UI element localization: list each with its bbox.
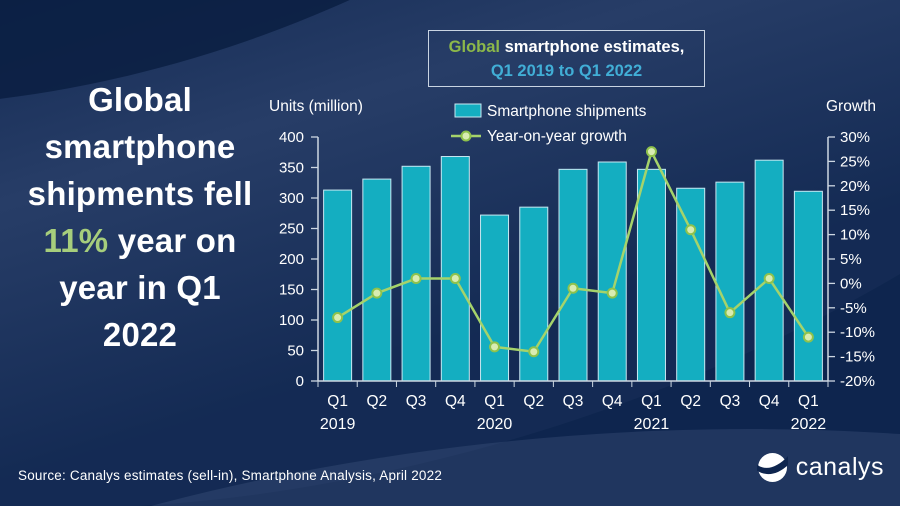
chart-title-line1: Global smartphone estimates, bbox=[449, 35, 685, 59]
bar bbox=[715, 181, 745, 382]
title-part: Global bbox=[448, 37, 501, 56]
right-axis-tick-label: 10% bbox=[840, 227, 870, 244]
legend-line-marker bbox=[460, 130, 472, 142]
headline-highlight: 11% bbox=[43, 222, 109, 259]
combo-chart: Units (million) Growth Smartphone shipment… bbox=[269, 98, 876, 433]
growth-marker bbox=[489, 341, 501, 353]
x-category-label: Q1 bbox=[327, 393, 348, 410]
growth-marker bbox=[410, 273, 422, 285]
headline-line: shipments fell bbox=[20, 170, 260, 217]
headline-text: 2022 bbox=[102, 316, 178, 353]
headline-text: year in Q1 bbox=[59, 269, 221, 306]
bar bbox=[323, 189, 353, 382]
bar bbox=[440, 156, 470, 382]
growth-marker bbox=[371, 287, 383, 299]
bar bbox=[362, 178, 392, 382]
x-category-label: Q3 bbox=[563, 393, 584, 410]
x-category-label: Q1 bbox=[484, 393, 505, 410]
growth-marker bbox=[606, 287, 618, 299]
left-axis-title: Units (million) bbox=[269, 98, 363, 115]
x-category-label: Q3 bbox=[406, 393, 427, 410]
x-category-label: Q1 bbox=[798, 393, 819, 410]
canalys-logo-text: canalys bbox=[795, 453, 884, 481]
right-axis-tick-label: -5% bbox=[840, 300, 867, 317]
left-axis-tick-label: 50 bbox=[287, 343, 304, 360]
bar bbox=[558, 168, 588, 382]
left-axis-tick-label: 300 bbox=[279, 190, 304, 207]
canalys-logo-icon bbox=[756, 453, 788, 482]
x-category-label: Q3 bbox=[720, 393, 741, 410]
growth-marker bbox=[332, 312, 344, 324]
x-category-label: Q2 bbox=[680, 393, 701, 410]
x-category-label: Q2 bbox=[523, 393, 544, 410]
x-year-label: 2022 bbox=[791, 416, 827, 433]
x-year-label: 2019 bbox=[320, 416, 356, 433]
right-axis-tick-label: -15% bbox=[840, 349, 875, 366]
headline-line: 11% year on bbox=[20, 217, 260, 264]
legend-label-shipments: Smartphone shipments bbox=[487, 103, 647, 120]
bar bbox=[480, 214, 510, 382]
left-axis-tick-label: 100 bbox=[279, 312, 304, 329]
x-year-label: 2020 bbox=[477, 416, 513, 433]
right-axis-title: Growth bbox=[826, 98, 876, 115]
headline-text: Global bbox=[88, 81, 192, 118]
x-category-label: Q4 bbox=[759, 393, 780, 410]
headline-line: smartphone bbox=[20, 123, 260, 170]
headline-line: year in Q1 bbox=[20, 264, 260, 311]
growth-marker bbox=[528, 346, 540, 358]
right-axis-tick-label: 30% bbox=[840, 129, 870, 146]
right-axis-tick-label: 5% bbox=[840, 251, 862, 268]
headline-text: shipments fell bbox=[27, 175, 253, 212]
right-axis-tick-label: -10% bbox=[840, 324, 875, 341]
x-category-label: Q1 bbox=[641, 393, 662, 410]
bar bbox=[636, 168, 666, 382]
bar bbox=[754, 159, 784, 382]
x-year-label: 2021 bbox=[634, 416, 670, 433]
legend-label-growth: Year-on-year growth bbox=[487, 128, 627, 145]
right-axis-tick-label: 15% bbox=[840, 202, 870, 219]
chart-title-box: Global smartphone estimates, Q1 2019 to … bbox=[428, 30, 705, 87]
growth-marker bbox=[567, 282, 579, 294]
right-axis-tick-label: 20% bbox=[840, 178, 870, 195]
growth-marker bbox=[645, 146, 657, 158]
growth-marker bbox=[449, 273, 461, 285]
right-axis-tick-label: -20% bbox=[840, 373, 875, 390]
left-axis-tick-label: 350 bbox=[279, 160, 304, 177]
left-axis-tick-label: 250 bbox=[279, 221, 304, 238]
x-category-label: Q4 bbox=[445, 393, 466, 410]
headline-line: Global bbox=[20, 76, 260, 123]
bar bbox=[793, 190, 823, 382]
title-part: smartphone estimates, bbox=[500, 37, 685, 56]
growth-marker bbox=[724, 307, 736, 319]
bar bbox=[676, 187, 706, 382]
left-axis-tick-label: 0 bbox=[296, 373, 304, 390]
left-axis-tick-label: 200 bbox=[279, 251, 304, 268]
headline-text: year on bbox=[108, 222, 237, 259]
right-axis-tick-label: 0% bbox=[840, 275, 862, 292]
growth-marker bbox=[802, 331, 814, 343]
headline-text: smartphone bbox=[44, 128, 236, 165]
left-axis-tick-label: 150 bbox=[279, 282, 304, 299]
bar bbox=[597, 161, 627, 382]
headline-line: 2022 bbox=[20, 311, 260, 358]
growth-marker bbox=[763, 273, 775, 285]
growth-marker bbox=[685, 224, 697, 236]
chart-title-line2: Q1 2019 to Q1 2022 bbox=[490, 61, 643, 80]
legend-bar-swatch bbox=[454, 103, 482, 118]
x-category-label: Q2 bbox=[367, 393, 388, 410]
left-axis-tick-label: 400 bbox=[279, 129, 304, 146]
headline: Global smartphone shipments fell 11% year o… bbox=[20, 76, 260, 358]
right-axis-tick-label: 25% bbox=[840, 153, 870, 170]
source-note: Source: Canalys estimates (sell-in), Sma… bbox=[18, 468, 443, 483]
x-category-label: Q4 bbox=[602, 393, 623, 410]
canalys-logo: canalys bbox=[756, 452, 884, 483]
